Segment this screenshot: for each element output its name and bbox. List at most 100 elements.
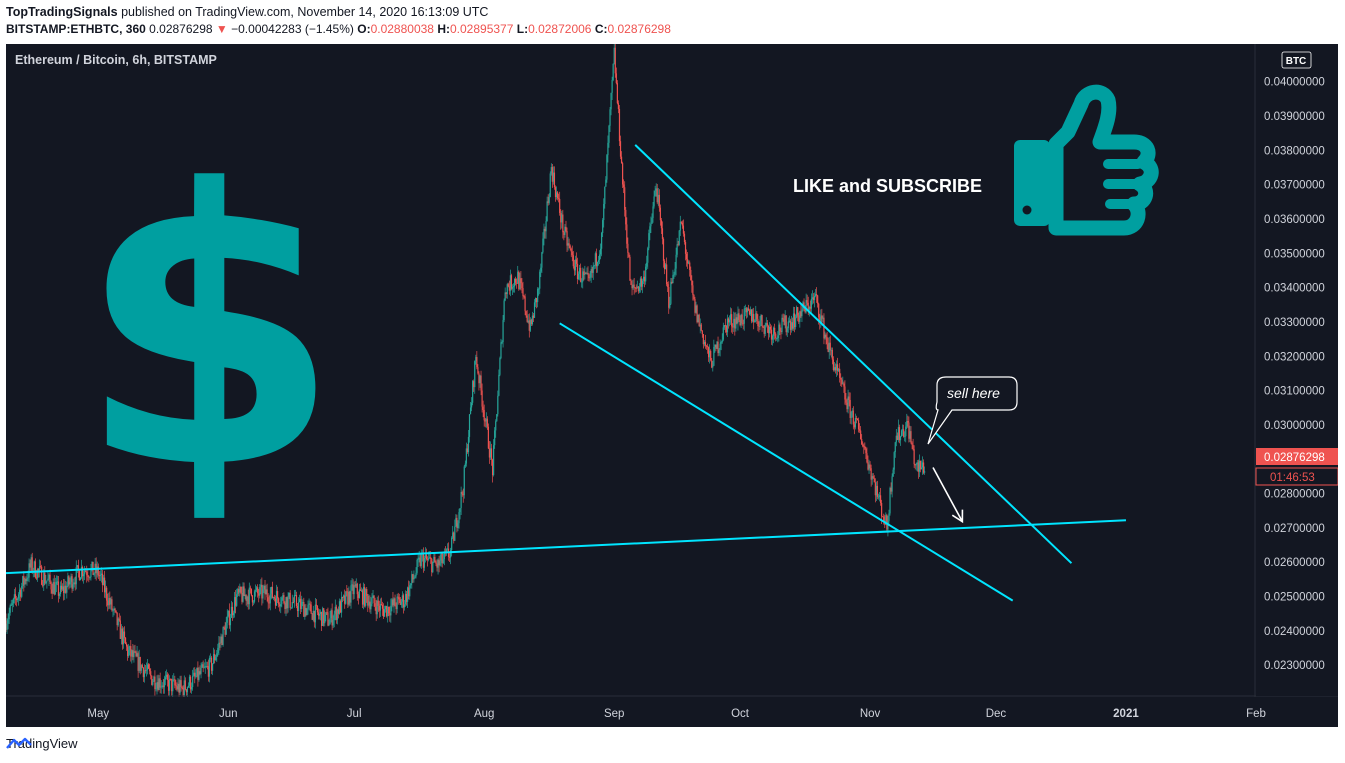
candle-body <box>797 307 799 316</box>
candle-body <box>659 207 661 221</box>
currency-badge[interactable]: BTC <box>1286 56 1307 67</box>
candle-body <box>281 597 283 605</box>
candle-body <box>588 274 590 279</box>
candle-body <box>229 617 232 626</box>
candle-body <box>694 299 696 313</box>
candle-body <box>140 665 142 671</box>
candle-body <box>203 667 205 669</box>
candle-body <box>758 326 760 327</box>
candle-body <box>608 125 610 143</box>
candle-body <box>388 606 390 614</box>
candle-body <box>784 315 786 325</box>
published-text: published on TradingView.com, November 1… <box>121 5 489 19</box>
candle-body <box>716 341 718 349</box>
candle-body <box>559 199 561 213</box>
candle-body <box>368 601 370 606</box>
candle-body <box>752 313 754 322</box>
author-name[interactable]: TopTradingSignals <box>6 5 118 19</box>
candle-body <box>79 577 82 581</box>
candle-body <box>302 602 304 603</box>
candle-body <box>542 238 544 253</box>
candle-body <box>904 436 906 437</box>
tradingview-footer[interactable]: TradingView <box>6 736 78 751</box>
candle-body <box>254 590 257 592</box>
candle-body <box>314 604 316 623</box>
candle-body <box>28 563 30 578</box>
candle-body <box>800 311 802 317</box>
candle-body <box>176 686 178 690</box>
candle-body <box>845 399 847 403</box>
candle-body <box>596 261 599 267</box>
price-chart[interactable]: 0.04000000 0.03900000 0.03800000 0.03700000… <box>6 44 1338 727</box>
candle-body <box>307 604 309 609</box>
candle-body <box>874 482 876 496</box>
time-tick-label: Aug <box>474 708 494 720</box>
candle-body <box>404 594 407 605</box>
candle-body <box>89 576 91 578</box>
trendline[interactable] <box>559 322 1014 602</box>
candle-body <box>754 320 756 323</box>
price-tick-label: 0.02400000 <box>1264 626 1325 638</box>
candle-body <box>64 585 66 594</box>
candle-body <box>528 320 530 331</box>
candle-body <box>123 631 126 638</box>
candle-body <box>208 657 211 677</box>
candle-body <box>854 417 857 428</box>
candle-body <box>389 613 391 616</box>
candle-body <box>213 654 215 664</box>
candle-body <box>184 680 186 690</box>
candle-body <box>697 314 699 323</box>
trendline[interactable] <box>634 144 1073 564</box>
candle-body <box>21 586 23 597</box>
candle-body <box>846 402 848 410</box>
candle-body <box>490 448 493 460</box>
candle-body <box>648 233 650 249</box>
candle-body <box>593 265 595 267</box>
candles-layer <box>6 44 926 701</box>
candle-body <box>647 248 649 263</box>
candle-body <box>167 679 170 691</box>
candle-body <box>16 598 19 601</box>
candle-body <box>788 320 790 322</box>
candle-body <box>864 446 866 449</box>
target-arrow-line[interactable] <box>932 467 964 523</box>
candle-body <box>371 598 373 604</box>
candle-body <box>825 334 827 338</box>
candle-body <box>48 574 50 579</box>
candle-body <box>866 453 868 463</box>
candle-body <box>900 430 903 437</box>
candle-body <box>313 611 315 623</box>
candle-body <box>362 587 365 605</box>
candle-body <box>339 601 342 613</box>
candle-body <box>202 664 204 668</box>
candle-body <box>832 359 834 370</box>
candle-body <box>395 606 397 610</box>
candle-body <box>852 410 854 425</box>
candle-body <box>218 642 220 648</box>
candle-body <box>422 553 424 568</box>
candle-body <box>152 681 154 685</box>
candle-body <box>374 603 376 608</box>
candle-body <box>321 611 323 626</box>
candle-body <box>463 466 465 496</box>
candle-body <box>848 396 850 401</box>
candle-body <box>512 286 515 288</box>
trendline[interactable] <box>6 519 1127 575</box>
candle-body <box>612 63 614 81</box>
candle-body <box>269 593 271 604</box>
candle-body <box>197 667 199 680</box>
candle-body <box>702 334 704 345</box>
candle-body <box>465 448 467 464</box>
candle-body <box>524 296 526 312</box>
sell-here-callout[interactable]: sell here <box>927 376 1018 445</box>
candle-body <box>365 589 367 606</box>
candle-body <box>544 228 546 232</box>
candle-body <box>392 599 394 606</box>
candle-body <box>108 598 110 606</box>
candle-body <box>204 666 206 668</box>
candle-body <box>75 567 77 585</box>
candle-body <box>308 603 310 605</box>
chart-panel[interactable]: 0.04000000 0.03900000 0.03800000 0.03700000… <box>6 44 1338 727</box>
candle-body <box>415 572 417 577</box>
candle-body <box>141 665 143 668</box>
